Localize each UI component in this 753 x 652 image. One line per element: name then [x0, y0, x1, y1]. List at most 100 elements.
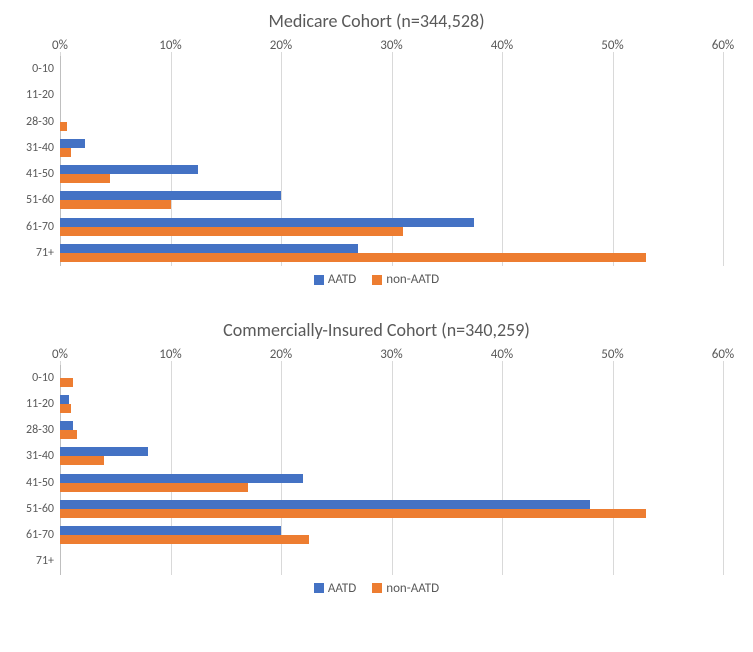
tick-mark [723, 361, 724, 365]
bar-group [60, 548, 723, 574]
gridline [723, 365, 724, 575]
axis-tick-label: 20% [270, 38, 292, 53]
bar-non-aatd [60, 456, 104, 465]
bar-group [60, 135, 723, 161]
gridline [723, 56, 724, 266]
bar-aatd [60, 447, 148, 456]
bar-non-aatd [60, 148, 71, 157]
axis-tick-label: 0% [52, 347, 68, 362]
bar-aatd [60, 218, 474, 227]
bar-group [60, 470, 723, 496]
bar-non-aatd [60, 430, 77, 439]
bar-group [60, 109, 723, 135]
category-row: 11-20 [60, 82, 723, 108]
chart-block-0: Medicare Cohort (n=344,528) 0% 10% 20% 30% 40… [10, 10, 743, 289]
category-row: 0-10 [60, 56, 723, 82]
plot: 0-1011-2028-3031-4041-5051-6061-7071+ [60, 365, 723, 575]
category-row: 41-50 [60, 470, 723, 496]
bar-group [60, 443, 723, 469]
legend: AATD non-AATD [10, 581, 743, 598]
bar-aatd [60, 474, 303, 483]
bar-group [60, 417, 723, 443]
chart-title: Commercially-Insured Cohort (n=340,259) [10, 319, 743, 341]
axis-tick-label: 40% [491, 38, 513, 53]
category-label: 31-40 [26, 142, 60, 154]
bar-non-aatd [60, 200, 171, 209]
bar-group [60, 391, 723, 417]
bar-non-aatd [60, 122, 67, 131]
category-row: 31-40 [60, 443, 723, 469]
category-label: 11-20 [26, 398, 60, 410]
bar-aatd [60, 165, 198, 174]
category-label: 0-10 [32, 372, 60, 384]
tick-mark [723, 52, 724, 56]
category-row: 51-60 [60, 187, 723, 213]
bar-aatd [60, 421, 73, 430]
bar-non-aatd [60, 535, 309, 544]
chart-title: Medicare Cohort (n=344,528) [10, 10, 743, 32]
axis-tick-label: 30% [380, 347, 402, 362]
category-label: 31-40 [26, 450, 60, 462]
category-label: 51-60 [26, 194, 60, 206]
legend-item: AATD [314, 272, 356, 287]
category-label: 28-30 [26, 424, 60, 436]
category-row: 31-40 [60, 135, 723, 161]
bar-group [60, 82, 723, 108]
bar-group [60, 496, 723, 522]
bar-non-aatd [60, 483, 248, 492]
bar-aatd [60, 191, 281, 200]
bar-group [60, 365, 723, 391]
legend-swatch [372, 583, 382, 593]
plot-area: 0-1011-2028-3031-4041-5051-6061-7071+ [60, 365, 723, 575]
category-row: 61-70 [60, 522, 723, 548]
category-row: 28-30 [60, 109, 723, 135]
legend-label: AATD [328, 581, 356, 596]
bar-group [60, 240, 723, 266]
legend-item: non-AATD [372, 272, 439, 287]
legend-label: AATD [328, 272, 356, 287]
category-row: 71+ [60, 548, 723, 574]
legend-item: non-AATD [372, 581, 439, 596]
bar-non-aatd [60, 174, 110, 183]
bar-non-aatd [60, 404, 71, 413]
bar-aatd [60, 526, 281, 535]
axis-tick-label: 40% [491, 347, 513, 362]
legend-label: non-AATD [386, 581, 439, 596]
axis-tick-label: 50% [601, 347, 623, 362]
category-label: 41-50 [26, 477, 60, 489]
bar-group [60, 522, 723, 548]
bar-group [60, 214, 723, 240]
chart-block-1: Commercially-Insured Cohort (n=340,259) 0… [10, 319, 743, 598]
legend-swatch [314, 275, 324, 285]
bar-group [60, 56, 723, 82]
bar-non-aatd [60, 227, 403, 236]
legend-swatch [314, 583, 324, 593]
category-row: 41-50 [60, 161, 723, 187]
legend-label: non-AATD [386, 272, 439, 287]
bar-non-aatd [60, 378, 73, 387]
bar-aatd [60, 139, 85, 148]
bar-aatd [60, 500, 590, 509]
bar-group [60, 187, 723, 213]
bar-aatd [60, 395, 69, 404]
legend-swatch [372, 275, 382, 285]
axis-tick-label: 10% [159, 347, 181, 362]
bar-non-aatd [60, 509, 646, 518]
axis-tick-label: 30% [380, 38, 402, 53]
category-label: 61-70 [26, 221, 60, 233]
plot: 0-1011-2028-3031-4041-5051-6061-7071+ [60, 56, 723, 266]
category-row: 61-70 [60, 214, 723, 240]
category-row: 11-20 [60, 391, 723, 417]
axis-tick-label: 10% [159, 38, 181, 53]
legend-item: AATD [314, 581, 356, 596]
category-label: 28-30 [26, 116, 60, 128]
bar-non-aatd [60, 253, 646, 262]
category-row: 51-60 [60, 496, 723, 522]
axis-tick-label: 0% [52, 38, 68, 53]
category-label: 71+ [36, 247, 60, 259]
category-row: 71+ [60, 240, 723, 266]
category-label: 61-70 [26, 529, 60, 541]
axis-tick-label: 60% [712, 38, 734, 53]
category-label: 71+ [36, 555, 60, 567]
axis-tick-label: 50% [601, 38, 623, 53]
